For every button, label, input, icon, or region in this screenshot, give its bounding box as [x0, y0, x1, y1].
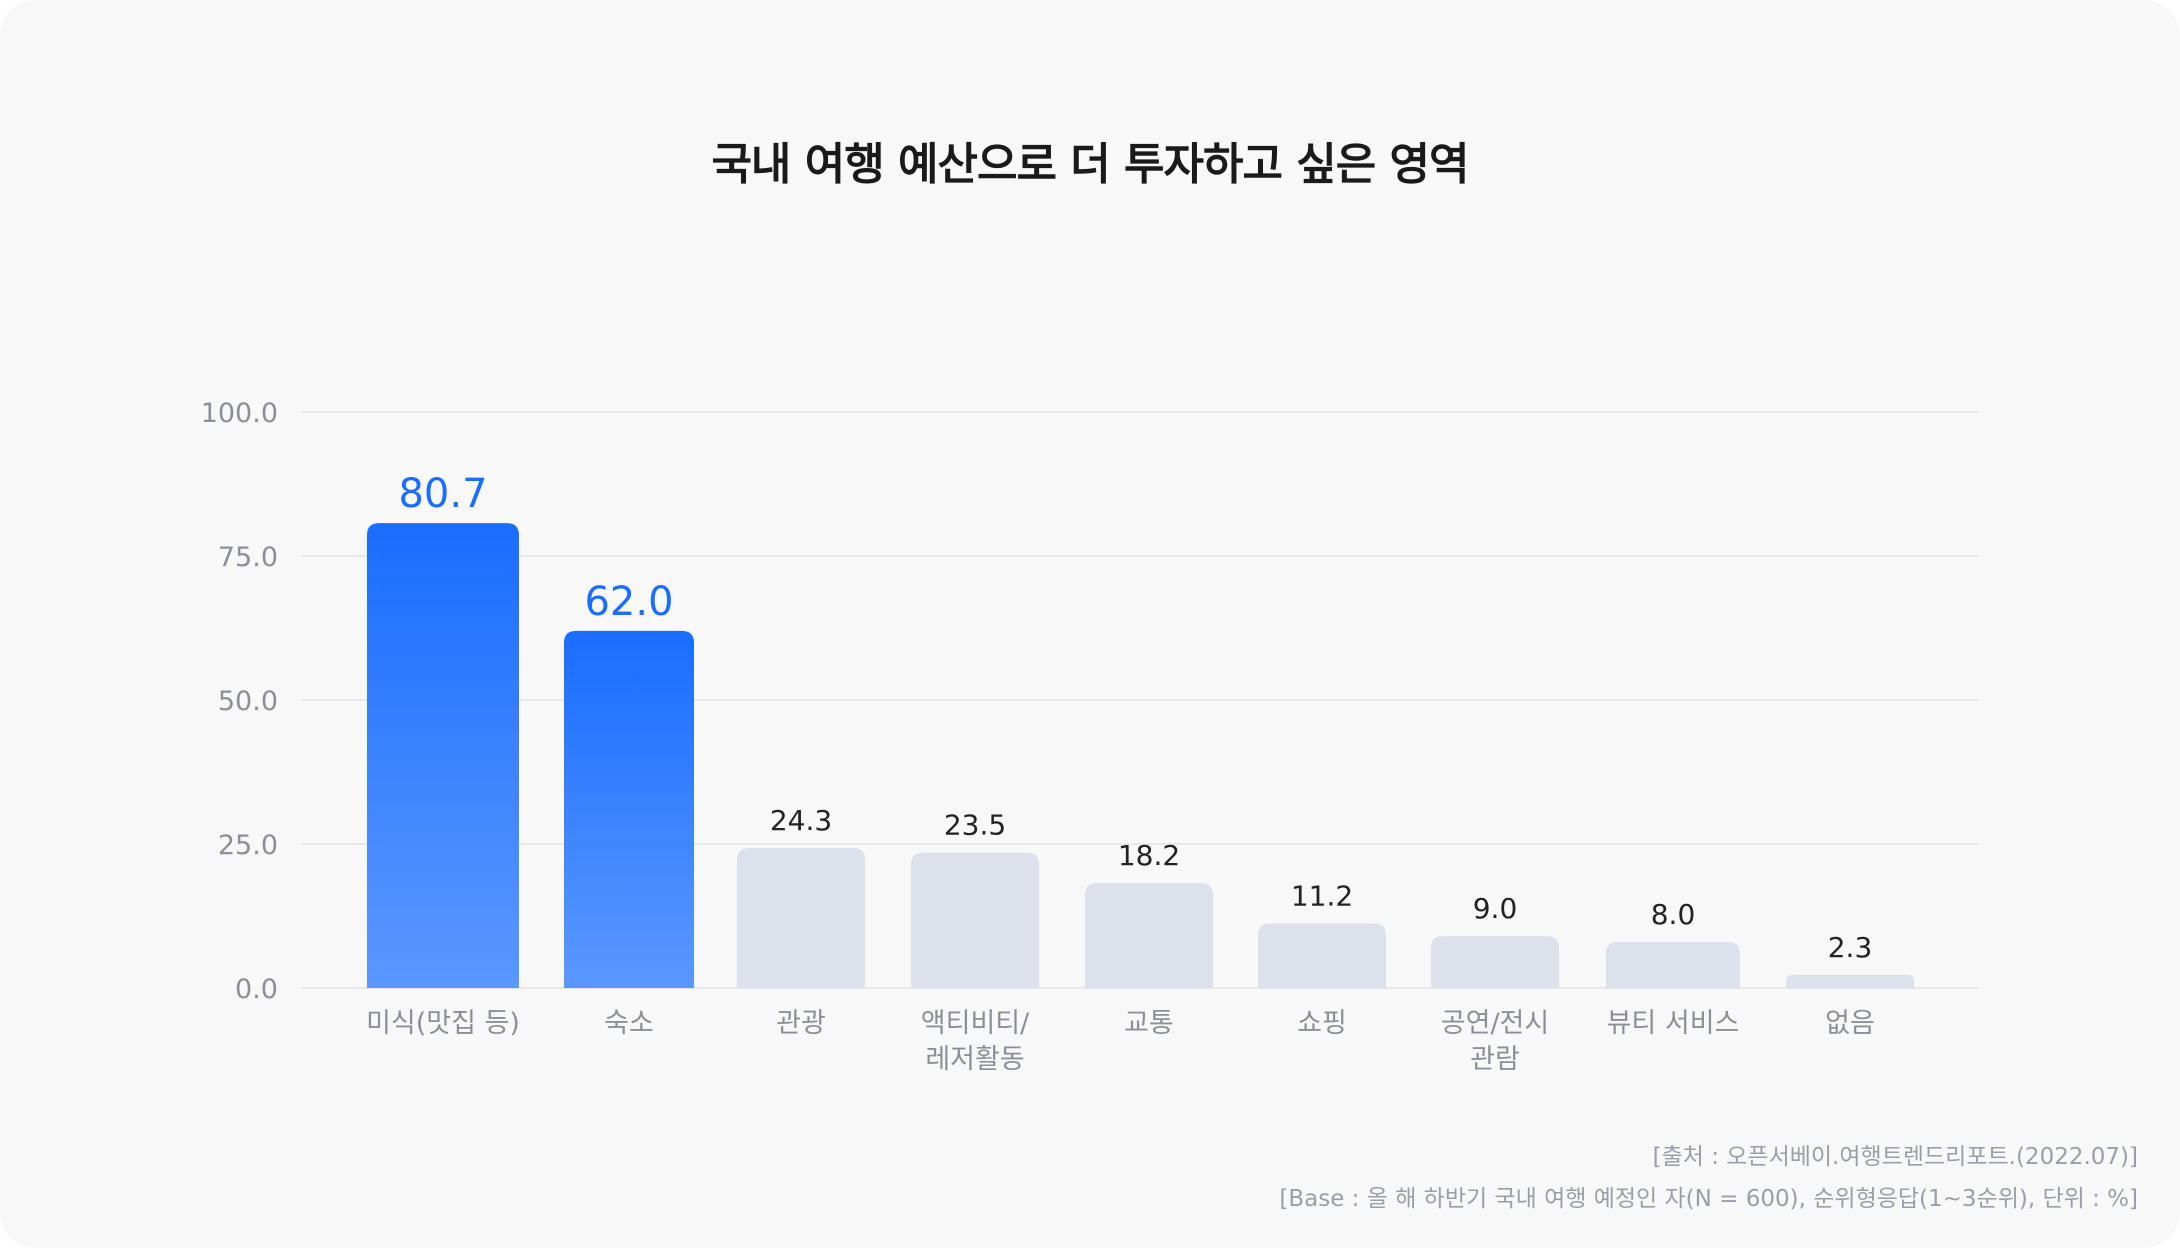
- bar-value-label: 80.7: [398, 471, 487, 517]
- category-labels: 미식(맛집 등) 숙소 관광 액티비티/레저활동 교통 쇼핑 공연/전시 관람 뷰티 서비스 없음: [366, 1008, 1875, 1075]
- bar-value-label: 8.0: [1651, 898, 1696, 931]
- bar: [737, 848, 865, 988]
- bar: [1786, 974, 1914, 988]
- source-line-1: [출처 : 오픈서베이.여행트렌드리포트.(2022.07)]: [1652, 1144, 2138, 1170]
- chart-title: 국내 여행 예산으로 더 투자하고 싶은 영역: [711, 139, 1469, 190]
- source-note: [출처 : 오픈서베이.여행트렌드리포트.(2022.07)] [Base : …: [1279, 1136, 2138, 1220]
- category-label: 관광: [776, 1008, 826, 1039]
- category-label: 뷰티 서비스: [1607, 1008, 1740, 1039]
- y-tick-label: 100.0: [201, 398, 278, 429]
- bar-value-label: 11.2: [1291, 879, 1353, 912]
- category-label: 액티비티/레저활동: [921, 1008, 1030, 1075]
- bar: [1606, 941, 1740, 988]
- y-axis-ticks: 0.0 25.0 50.0 75.0 100.0: [201, 398, 278, 1005]
- bar: [911, 852, 1039, 988]
- bar-value-label: 24.3: [770, 804, 832, 837]
- y-tick-label: 0.0: [235, 974, 278, 1005]
- bar: [1431, 936, 1559, 988]
- category-label: 숙소: [604, 1008, 654, 1039]
- bar-value-label: 18.2: [1118, 839, 1180, 872]
- y-tick-label: 50.0: [218, 686, 278, 717]
- bar: [367, 523, 519, 988]
- bar: [1258, 923, 1386, 988]
- category-label: 미식(맛집 등): [366, 1008, 520, 1039]
- bar-value-label: 2.3: [1828, 931, 1873, 964]
- category-label: 교통: [1124, 1008, 1174, 1039]
- category-label: 쇼핑: [1297, 1008, 1347, 1039]
- category-label: 없음: [1825, 1008, 1875, 1039]
- y-tick-label: 75.0: [218, 542, 278, 573]
- value-labels: 80.7 62.0 24.3 23.5 18.2 11.2 9.0 8.0 2.3: [398, 471, 1872, 964]
- bar: [564, 630, 694, 988]
- source-line-2: [Base : 올 해 하반기 국내 여행 예정인 자(N = 600), 순위…: [1279, 1186, 2138, 1212]
- bar: [1085, 883, 1213, 988]
- category-label: 공연/전시 관람: [1441, 1008, 1549, 1075]
- bar-value-label: 23.5: [944, 809, 1006, 842]
- bar-value-label: 9.0: [1473, 892, 1518, 925]
- bars: [367, 523, 1914, 988]
- bar-value-label: 62.0: [584, 579, 673, 625]
- y-tick-label: 25.0: [218, 830, 278, 861]
